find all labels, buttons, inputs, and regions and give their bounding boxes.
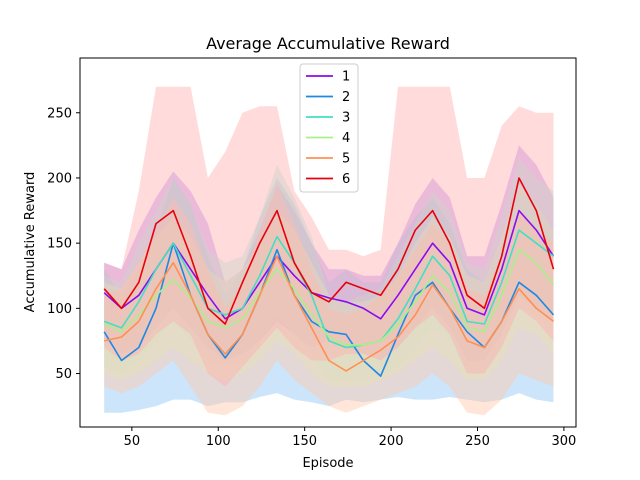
series-lines [103,177,555,377]
x-axis-ticks: 50 100 150 200 250 300 [124,427,576,449]
y-tick-label: 100 [47,302,72,317]
legend: 1 2 3 4 5 6 [299,63,359,193]
x-tick-label: 300 [551,434,576,449]
series-5-band [104,184,554,416]
y-tick-label: 150 [47,237,72,252]
x-tick-label: 250 [465,434,490,449]
legend-label-4: 4 [342,131,350,146]
chart-title: Average Accumulative Reward [206,34,450,53]
y-axis-label: Accumulative Reward [23,172,38,313]
x-tick-label: 100 [206,434,231,449]
x-tick-label: 50 [124,434,141,449]
y-axis-ticks: 50 100 150 200 250 [47,106,80,382]
x-tick-label: 150 [292,434,317,449]
series-2-line [103,242,555,377]
series-4-line [103,248,555,346]
y-tick-label: 250 [47,106,72,121]
y-tick-label: 200 [47,171,72,186]
x-axis-label: Episode [302,456,353,471]
series-2-band [104,178,554,413]
legend-label-5: 5 [342,152,350,167]
series-3-line [103,229,554,349]
legend-label-6: 6 [342,172,350,187]
series-6-line [103,177,555,325]
legend-label-2: 2 [342,90,350,105]
series-4-band [104,184,554,387]
legend-label-3: 3 [342,111,350,126]
x-tick-label: 200 [379,434,404,449]
legend-label-1: 1 [342,70,350,85]
series-1-line [103,209,555,320]
series-5-line [104,255,554,372]
plot-area-frame [79,57,577,428]
y-tick-label: 50 [55,367,72,382]
